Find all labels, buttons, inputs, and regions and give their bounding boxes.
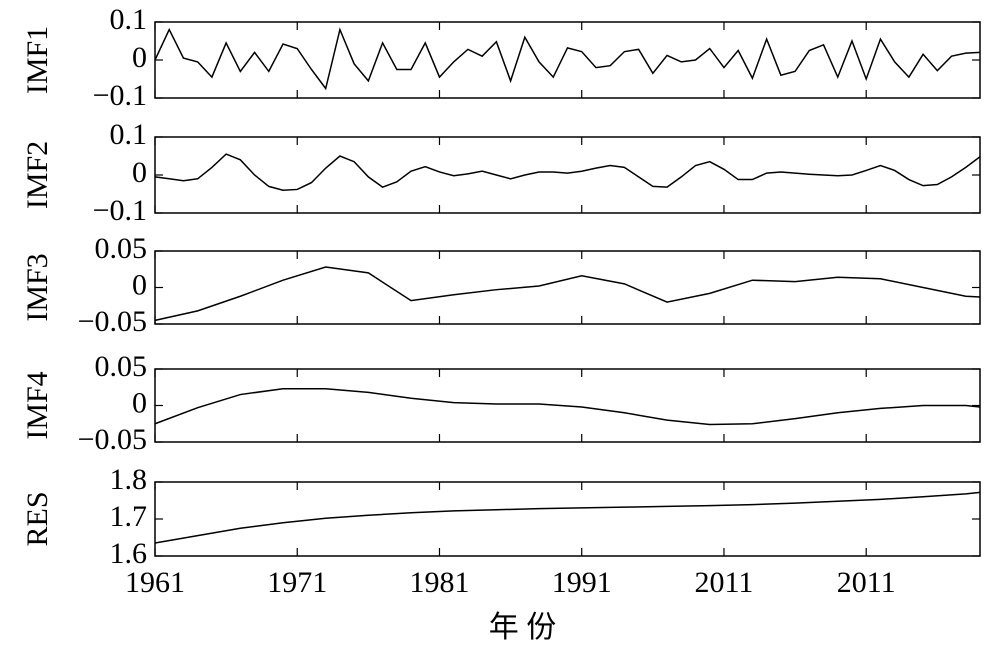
y-tick-label: 1.7: [110, 500, 148, 533]
x-tick-label: 1981: [409, 566, 469, 599]
y-tick-label: 1.8: [110, 463, 148, 496]
plot-frame: [154, 481, 981, 557]
y-tick-label: 0.1: [110, 3, 148, 36]
y-tick-label: 0.1: [110, 118, 148, 151]
y-tick-label: −0.05: [78, 423, 147, 456]
y-axis-label: RES: [21, 491, 54, 546]
y-tick-label: 0: [132, 386, 147, 419]
y-tick-label: 0: [132, 41, 147, 74]
y-axis-label: IMF1: [21, 26, 54, 94]
x-tick-label: 1991: [552, 566, 612, 599]
data-line: [154, 387, 981, 426]
plot-frame: [154, 250, 981, 325]
y-axis-label: IMF3: [21, 253, 54, 321]
y-tick-label: −0.1: [93, 194, 147, 227]
data-line: [154, 153, 981, 191]
y-axis-label: IMF2: [21, 141, 54, 209]
y-tick-label: 1.6: [110, 537, 148, 570]
x-tick-label: 1971: [267, 566, 327, 599]
x-tick-label: 2011: [695, 566, 754, 599]
y-tick-label: 0.05: [95, 350, 148, 383]
plot-frame: [154, 136, 981, 214]
y-tick-label: 0.05: [95, 232, 148, 265]
data-line: [154, 491, 981, 544]
y-tick-label: −0.1: [93, 79, 147, 112]
x-tick-label: 2011: [837, 566, 896, 599]
y-tick-label: −0.05: [78, 305, 147, 338]
y-tick-label: 0: [132, 156, 147, 189]
y-axis-label: IMF4: [21, 371, 54, 439]
plot-frame: [154, 21, 981, 99]
x-axis-label: 年 份: [489, 611, 557, 644]
data-line: [154, 27, 981, 91]
x-tick-label: 1961: [125, 566, 185, 599]
y-tick-label: 0: [132, 268, 147, 301]
data-line: [154, 266, 981, 322]
